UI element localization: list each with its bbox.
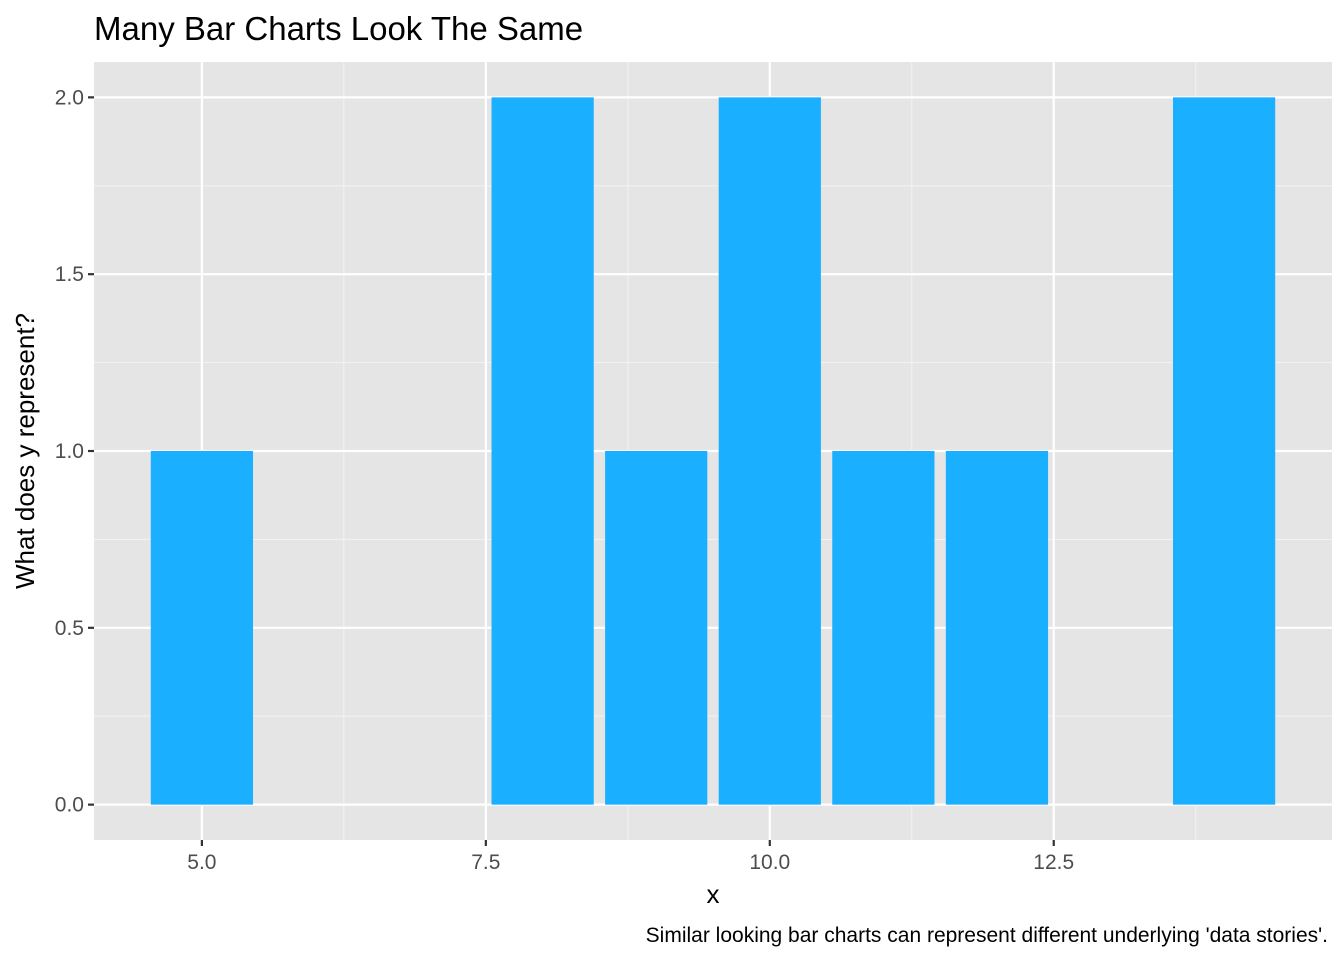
bar <box>605 451 708 805</box>
x-tick-label: 12.5 <box>1033 851 1074 874</box>
x-axis-title: x <box>707 879 720 909</box>
bar <box>945 451 1049 805</box>
x-tick-label: 7.5 <box>471 851 500 874</box>
x-tick-label: 5.0 <box>187 851 216 874</box>
chart-title: Many Bar Charts Look The Same <box>94 10 583 47</box>
bar <box>491 97 594 805</box>
x-axis: 5.0 7.5 10.0 12.5 <box>187 840 1074 874</box>
y-axis: 0.0 0.5 1.0 1.5 2.0 <box>55 86 94 817</box>
x-tick-label: 10.0 <box>749 851 790 874</box>
y-tick-label: 0.0 <box>55 794 84 817</box>
bars <box>150 97 1276 805</box>
bar <box>832 451 935 805</box>
bar <box>718 97 821 805</box>
y-axis-title: What does y represent? <box>10 313 40 589</box>
y-tick-label: 1.5 <box>55 263 84 286</box>
bar <box>150 451 254 805</box>
y-tick-label: 2.0 <box>55 86 84 109</box>
y-tick-label: 1.0 <box>55 440 84 463</box>
y-tick-label: 0.5 <box>55 617 84 640</box>
chart-caption: Similar looking bar charts can represent… <box>646 924 1328 947</box>
bar <box>1172 97 1276 805</box>
